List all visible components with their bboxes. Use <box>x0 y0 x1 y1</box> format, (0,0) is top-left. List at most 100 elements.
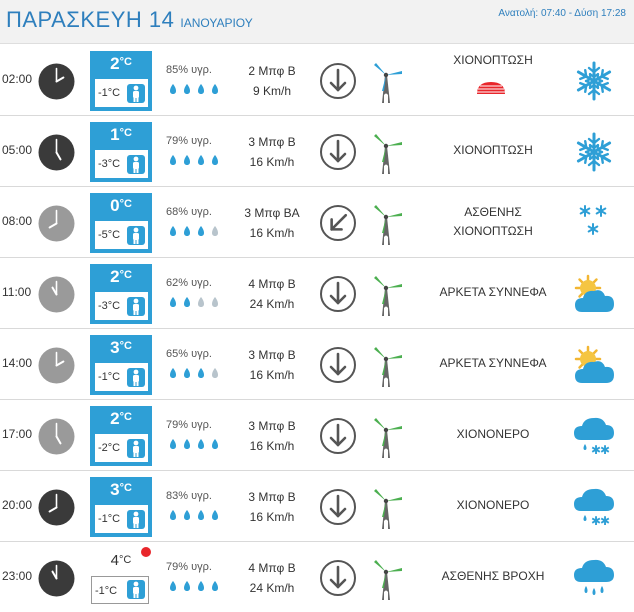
temperature-min: -1°C <box>98 87 121 99</box>
wind-direction-icon <box>319 133 357 171</box>
rain-cloud-icon <box>572 556 616 600</box>
wind-direction-icon <box>319 275 357 313</box>
weekday-label: ΠΑΡΑΣΚΕΥΗ 14 <box>6 7 175 32</box>
forecast-row: 17:00 2°C -2°C 79% υγρ. 3 Μπφ Β 16 Km/h ΧΙΟΝ… <box>0 400 634 471</box>
snowflake-icon <box>572 59 616 103</box>
temperature-number: 1 <box>110 125 120 144</box>
feels-like-box: -1°C <box>91 576 149 604</box>
humidity-label: 79% υγρ. <box>166 419 212 431</box>
humidity-label: 68% υγρ. <box>166 206 212 218</box>
feels-like-box: -2°C <box>94 433 149 463</box>
forecast-row: 05:00 1°C -3°C 79% υγρ. 3 Μπφ Β 16 Km/h ΧΙΟΝ… <box>0 116 634 187</box>
hour-label: 14:00 <box>2 356 33 370</box>
humidity-label: 85% υγρ. <box>166 64 212 76</box>
clock-night-icon <box>38 489 75 526</box>
temperature-box: 3°C -1°C <box>90 477 152 537</box>
wind-turbine-icon <box>370 341 406 387</box>
temperature-value: 3°C <box>91 338 151 358</box>
clock-night-icon <box>38 560 75 597</box>
svg-text:✱: ✱ <box>591 443 601 457</box>
wind-beaufort: 4 Μπφ Β <box>248 277 296 291</box>
humidity-drops-icon <box>168 366 228 378</box>
humidity-label: 65% υγρ. <box>166 348 212 360</box>
temperature-box: 4°C -1°C <box>90 548 152 608</box>
wind-beaufort: 4 Μπφ Β <box>248 561 296 575</box>
wind-info: 4 Μπφ Β 24 Km/h <box>236 274 308 314</box>
wind-info: 3 Μπφ ΒΑ 16 Km/h <box>236 203 308 243</box>
condition-line: ΑΣΘΕΝΗΣ <box>464 205 522 219</box>
hour-label: 11:00 <box>2 285 32 299</box>
degree-unit: °C <box>119 198 132 210</box>
condition-label: ΧΙΟΝΟΠΤΩΣΗ <box>420 51 566 70</box>
condition-line: ΑΡΚΕΤΑ ΣΥΝΝΕΦΑ <box>439 356 547 370</box>
wind-info: 2 Μπφ Β 9 Km/h <box>236 61 308 101</box>
wind-direction-icon <box>319 417 357 455</box>
condition-label: ΑΣΘΕΝΗΣ ΧΙΟΝΟΠΤΩΣΗ <box>420 203 566 241</box>
feels-like-box: -5°C <box>94 220 149 250</box>
temperature-box: 1°C -3°C <box>90 122 152 182</box>
person-icon <box>127 439 145 458</box>
wind-turbine-icon <box>370 57 406 103</box>
condition-label: ΑΡΚΕΤΑ ΣΥΝΝΕΦΑ <box>420 354 566 373</box>
temperature-min: -3°C <box>98 300 121 312</box>
person-icon <box>127 84 145 103</box>
condition-line: ΑΡΚΕΤΑ ΣΥΝΝΕΦΑ <box>439 285 547 299</box>
temperature-box: 3°C -1°C <box>90 335 152 395</box>
day-title: ΠΑΡΑΣΚΕΥΗ 14 ΙΑΝΟΥΑΡΙΟΥ <box>6 7 253 33</box>
condition-label: ΧΙΟΝΟΝΕΡΟ <box>420 425 566 444</box>
wind-direction-icon <box>319 346 357 384</box>
wind-turbine-icon <box>370 199 406 245</box>
wind-info: 3 Μπφ Β 16 Km/h <box>236 416 308 456</box>
temperature-value: 2°C <box>91 409 151 429</box>
wind-speed: 16 Km/h <box>249 155 295 169</box>
temperature-box: 0°C -5°C <box>90 193 152 253</box>
condition-label: ΑΡΚΕΤΑ ΣΥΝΝΕΦΑ <box>420 283 566 302</box>
person-icon <box>127 155 145 174</box>
degree-unit: °C <box>119 269 132 281</box>
condition-line: ΧΙΟΝΟΝΕΡΟ <box>456 498 530 512</box>
temperature-box: 2°C -3°C <box>90 264 152 324</box>
day-header: ΠΑΡΑΣΚΕΥΗ 14 ΙΑΝΟΥΑΡΙΟΥ Ανατολή: 07:40 - … <box>0 0 634 44</box>
degree-unit: °C <box>119 411 132 423</box>
condition-label: ΧΙΟΝΟΝΕΡΟ <box>420 496 566 515</box>
weather-warning-icon[interactable] <box>475 81 507 95</box>
condition-line: ΧΙΟΝΟΠΤΩΣΗ <box>453 143 533 157</box>
sunrise-sunset: Ανατολή: 07:40 - Δύση 17:28 <box>498 8 626 19</box>
temperature-value: 2°C <box>91 54 151 74</box>
clock-day-icon <box>38 418 75 455</box>
svg-text:✱: ✱ <box>591 514 601 528</box>
condition-line: ΧΙΟΝΟΠΤΩΣΗ <box>453 224 533 238</box>
forecast-row: 14:00 3°C -1°C 65% υγρ. 3 Μπφ Β 16 Km/h ΑΡΚΕ… <box>0 329 634 400</box>
sun-cloud-icon <box>572 272 616 316</box>
person-icon <box>127 368 145 387</box>
temperature-value: 3°C <box>91 480 151 500</box>
forecast-row: 20:00 3°C -1°C 83% υγρ. 3 Μπφ Β 16 Km/h ΧΙΟΝ… <box>0 471 634 542</box>
wind-info: 3 Μπφ Β 16 Km/h <box>236 487 308 527</box>
wind-speed: 9 Km/h <box>252 84 291 98</box>
wind-direction-icon <box>319 559 357 597</box>
degree-unit: °C <box>119 554 132 566</box>
hour-label: 23:00 <box>2 569 33 583</box>
temperature-min: -3°C <box>98 158 121 170</box>
clock-night-icon <box>38 134 75 171</box>
degree-unit: °C <box>119 56 132 68</box>
temperature-number: 0 <box>110 196 120 215</box>
hour-label: 08:00 <box>2 214 33 228</box>
temperature-min: -1°C <box>98 371 121 383</box>
wind-speed: 16 Km/h <box>249 439 295 453</box>
temperature-number: 3 <box>110 338 120 357</box>
humidity-drops-icon <box>168 508 228 520</box>
condition-line: ΑΣΘΕΝΗΣ ΒΡΟΧΗ <box>441 569 545 583</box>
wind-turbine-icon <box>370 554 406 600</box>
temperature-box: 2°C -2°C <box>90 406 152 466</box>
wind-turbine-icon <box>370 412 406 458</box>
wind-turbine-icon <box>370 483 406 529</box>
wind-beaufort: 3 Μπφ Β <box>248 490 296 504</box>
forecast-row: 11:00 2°C -3°C 62% υγρ. 4 Μπφ Β 24 Km/h ΑΡΚΕ… <box>0 258 634 329</box>
wind-info: 3 Μπφ Β 16 Km/h <box>236 132 308 172</box>
forecast-row: 02:00 2°C -1°C 85% υγρ. 2 Μπφ Β 9 Km/h ΧΙΟΝΟ… <box>0 45 634 116</box>
humidity-drops-icon <box>168 295 228 307</box>
hour-label: 17:00 <box>2 427 33 441</box>
degree-unit: °C <box>119 340 132 352</box>
wind-beaufort: 3 Μπφ Β <box>248 419 296 433</box>
